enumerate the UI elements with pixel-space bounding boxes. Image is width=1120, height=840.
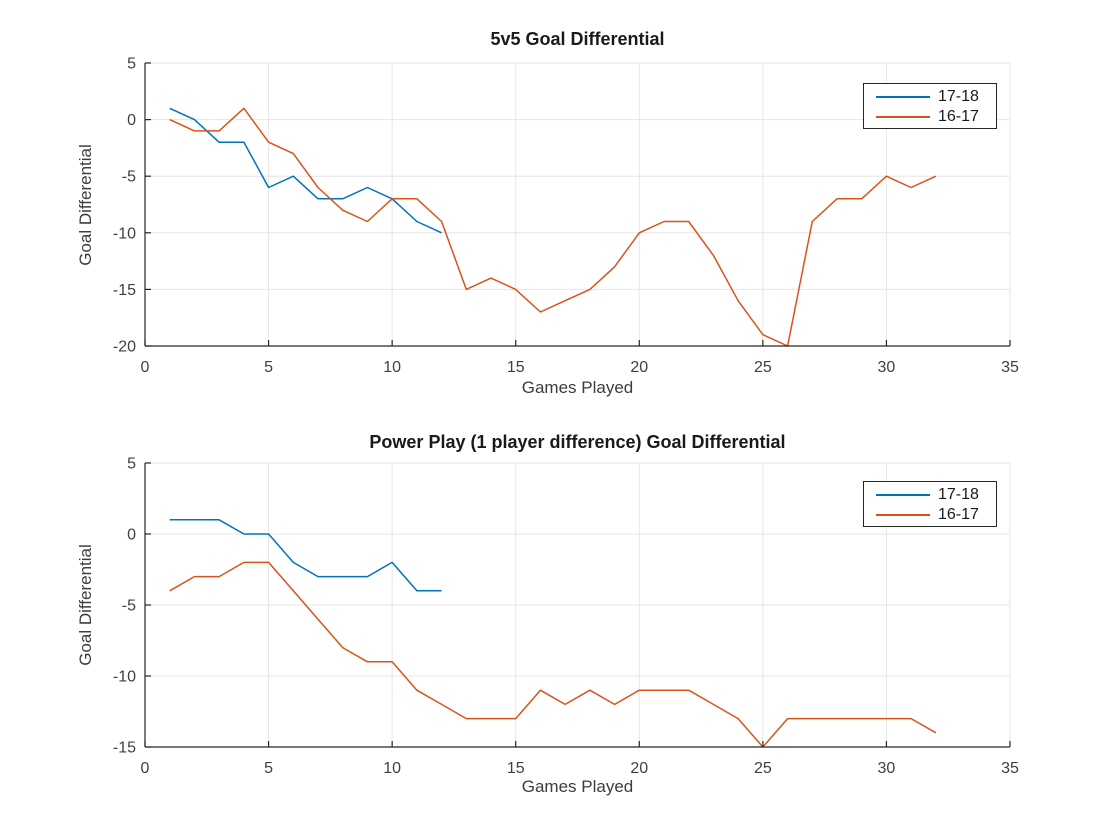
x-tick-label: 5 bbox=[264, 359, 273, 376]
y-tick-label: -5 bbox=[122, 598, 136, 615]
chart-title-5v5: 5v5 Goal Differential bbox=[490, 29, 665, 49]
y-axis-label-top: Goal Differential bbox=[76, 144, 95, 266]
legend-line-17-18-icon bbox=[876, 96, 930, 98]
y-axis-label-bottom: Goal Differential bbox=[76, 544, 95, 666]
legend-entry-17-18: 17-18 bbox=[864, 485, 996, 505]
x-tick-label: 30 bbox=[878, 359, 896, 376]
legend-label-16-17: 16-17 bbox=[938, 506, 979, 523]
y-tick-label: 0 bbox=[127, 112, 136, 129]
plot-5v5-goal-differential: 0 5 10 15 20 25 30 35 5 0 -5 -10 -15 -20 bbox=[113, 56, 1019, 377]
series-line-17-18 bbox=[169, 107, 442, 234]
x-tick-label: 10 bbox=[383, 760, 401, 777]
legend-entry-16-17: 16-17 bbox=[864, 107, 996, 127]
chart-title-powerplay: Power Play (1 player difference) Goal Di… bbox=[369, 432, 786, 452]
x-axis-label-bottom: Games Played bbox=[521, 777, 634, 796]
x-tick-label: 10 bbox=[383, 359, 401, 376]
legend-bottom: 17-18 16-17 bbox=[863, 481, 997, 527]
legend-top: 17-18 16-17 bbox=[863, 83, 997, 129]
x-tick-label: 0 bbox=[141, 760, 150, 777]
series-line-16-17 bbox=[169, 561, 937, 748]
y-tick-label: -20 bbox=[113, 339, 136, 356]
y-tick-label: 5 bbox=[127, 456, 136, 473]
legend-label-16-17: 16-17 bbox=[938, 108, 979, 125]
y-tick-label: -5 bbox=[122, 169, 136, 186]
y-tick-label: -15 bbox=[113, 740, 136, 757]
y-tick-label: 5 bbox=[127, 56, 136, 73]
x-tick-label: 5 bbox=[264, 760, 273, 777]
series-line-17-18 bbox=[169, 519, 442, 592]
x-tick-label: 30 bbox=[878, 760, 896, 777]
x-tick-label: 0 bbox=[141, 359, 150, 376]
x-tick-label: 35 bbox=[1001, 359, 1019, 376]
x-tick-label: 20 bbox=[630, 359, 648, 376]
x-axis-label-top: Games Played bbox=[521, 378, 634, 397]
y-tick-label: -15 bbox=[113, 282, 136, 299]
legend-entry-16-17: 16-17 bbox=[864, 505, 996, 525]
x-tick-label: 20 bbox=[630, 760, 648, 777]
plot-powerplay-goal-differential: 0 5 10 15 20 25 30 35 5 0 -5 -10 -15 bbox=[113, 456, 1019, 778]
y-tick-label: -10 bbox=[113, 225, 136, 242]
legend-entry-17-18: 17-18 bbox=[864, 87, 996, 107]
x-tick-label: 25 bbox=[754, 760, 772, 777]
x-tick-label: 25 bbox=[754, 359, 772, 376]
x-tick-label: 15 bbox=[507, 760, 525, 777]
legend-label-17-18: 17-18 bbox=[938, 88, 979, 105]
legend-line-17-18-icon bbox=[876, 494, 930, 496]
series-line-16-17 bbox=[169, 107, 937, 347]
x-tick-label: 15 bbox=[507, 359, 525, 376]
legend-label-17-18: 17-18 bbox=[938, 486, 979, 503]
legend-line-16-17-icon bbox=[876, 514, 930, 516]
y-tick-label: -10 bbox=[113, 669, 136, 686]
y-tick-label: 0 bbox=[127, 527, 136, 544]
x-tick-label: 35 bbox=[1001, 760, 1019, 777]
legend-line-16-17-icon bbox=[876, 116, 930, 118]
